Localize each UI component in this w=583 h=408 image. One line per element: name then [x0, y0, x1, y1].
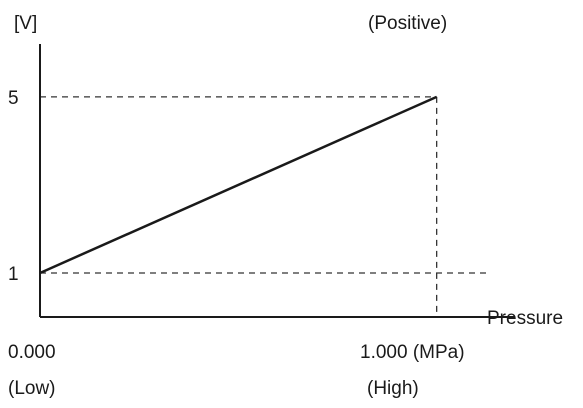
x-tick-label-1: 1.000 (MPa) [360, 342, 465, 363]
labels-group: [V] 1 5 Pressure 0.000 (Low) 1.000 (MPa) (High)… [8, 13, 563, 399]
series-line [39, 95, 438, 275]
x-axis-label: Pressure [487, 308, 563, 329]
y-tick-label-1: 5 [8, 88, 19, 109]
x-tick-sublabel-1: (High) [367, 378, 419, 399]
guide-lines [40, 96, 489, 317]
y-axis-label: [V] [14, 13, 37, 34]
annotation-positive: (Positive) [368, 13, 447, 34]
series-group [39, 95, 438, 275]
x-tick-sublabel-0: (Low) [8, 378, 56, 399]
y-tick-label-0: 1 [8, 264, 19, 285]
x-tick-label-0: 0.000 [8, 342, 56, 363]
axes [39, 44, 515, 318]
